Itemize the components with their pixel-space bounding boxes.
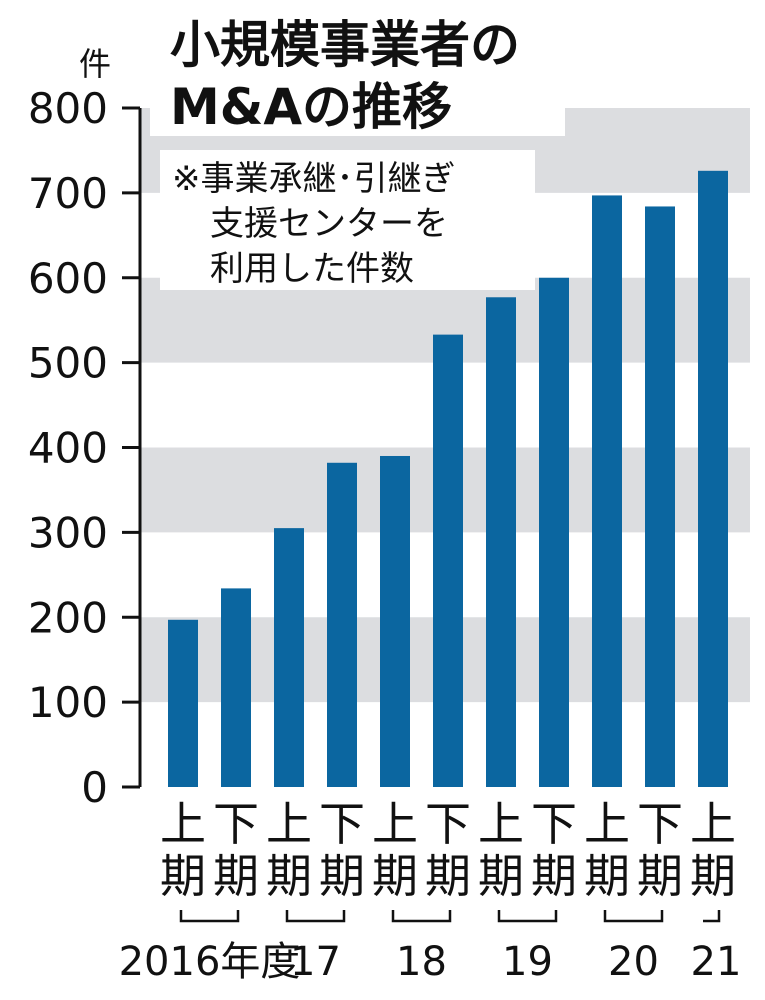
chart-title-line-1: 小規模事業者の <box>170 16 520 74</box>
bars <box>168 170 728 787</box>
y-tick-labels: 0 100 200 300 400 500 600 700 800 <box>28 84 108 812</box>
x-category-label: 期 <box>213 849 259 903</box>
y-tick-label: 200 <box>28 593 108 642</box>
year-label: 17 <box>290 939 341 985</box>
bar <box>168 619 198 787</box>
bar <box>486 297 516 787</box>
y-tick-label: 500 <box>28 339 108 388</box>
y-tick-label: 700 <box>28 169 108 218</box>
bar <box>221 588 251 787</box>
x-category-label: 期 <box>690 849 736 903</box>
year-bracket <box>391 910 452 923</box>
bar <box>274 528 304 787</box>
year-label: 19 <box>502 939 553 985</box>
bar <box>698 170 728 787</box>
x-category-label: 期 <box>372 849 418 903</box>
x-category-label: 期 <box>425 849 471 903</box>
x-category-label: 期 <box>584 849 630 903</box>
year-label: 18 <box>396 939 447 985</box>
x-category-label: 下 <box>637 797 683 851</box>
unit-label: 件 <box>79 45 111 83</box>
x-category-label: 下 <box>531 797 577 851</box>
y-tick-label: 300 <box>28 508 108 557</box>
x-category-label: 期 <box>478 849 524 903</box>
note-line-2: 支援センターを <box>210 204 448 244</box>
bar <box>327 462 357 787</box>
x-category-label: 期 <box>319 849 365 903</box>
note-line-1: ※事業承継･引継ぎ <box>172 159 456 199</box>
note-line-3: 利用した件数 <box>210 249 414 289</box>
chart-title-line-2: M&Aの推移 <box>170 78 452 136</box>
y-tick-label: 800 <box>28 84 108 133</box>
year-bracket <box>603 910 664 923</box>
x-category-label: 期 <box>637 849 683 903</box>
y-tick-label: 0 <box>81 763 108 812</box>
year-label: 21 <box>691 939 742 985</box>
x-category-label: 上 <box>478 797 524 851</box>
note-backdrop <box>160 150 535 290</box>
y-axis <box>122 106 142 789</box>
bar <box>380 455 410 787</box>
x-category-label: 上 <box>160 797 206 851</box>
x-category-label: 下 <box>425 797 471 851</box>
x-category-label: 期 <box>531 849 577 903</box>
year-bracket <box>285 910 346 923</box>
y-tick-label: 400 <box>28 424 108 473</box>
title-backdrop <box>150 6 565 136</box>
y-tick-label: 100 <box>28 678 108 727</box>
x-category-label: 下 <box>213 797 259 851</box>
year-brackets <box>179 910 721 923</box>
x-category-label: 下 <box>319 797 365 851</box>
x-category-label: 期 <box>266 849 312 903</box>
bar <box>592 195 622 787</box>
x-category-label: 上 <box>690 797 736 851</box>
bar <box>433 334 463 787</box>
x-category-label: 上 <box>266 797 312 851</box>
year-label: 2016年度 <box>119 939 301 985</box>
year-label: 20 <box>608 939 659 985</box>
x-category-label: 期 <box>160 849 206 903</box>
bar <box>539 277 569 787</box>
year-bracket <box>179 910 240 923</box>
x-category-label: 上 <box>584 797 630 851</box>
bar <box>645 206 675 787</box>
x-category-label: 上 <box>372 797 418 851</box>
year-bracket <box>703 910 721 923</box>
y-tick-label: 600 <box>28 254 108 303</box>
year-bracket <box>497 910 558 923</box>
